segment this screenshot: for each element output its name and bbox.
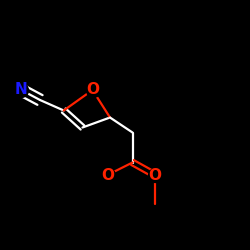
Text: N: N [15, 82, 28, 98]
Text: O: O [101, 168, 114, 182]
Text: O: O [86, 82, 99, 98]
Text: O: O [148, 168, 162, 182]
